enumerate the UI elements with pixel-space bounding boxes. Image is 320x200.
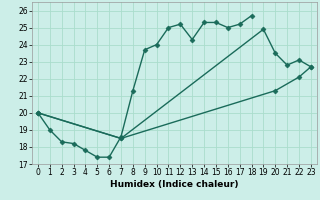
X-axis label: Humidex (Indice chaleur): Humidex (Indice chaleur)	[110, 180, 239, 189]
